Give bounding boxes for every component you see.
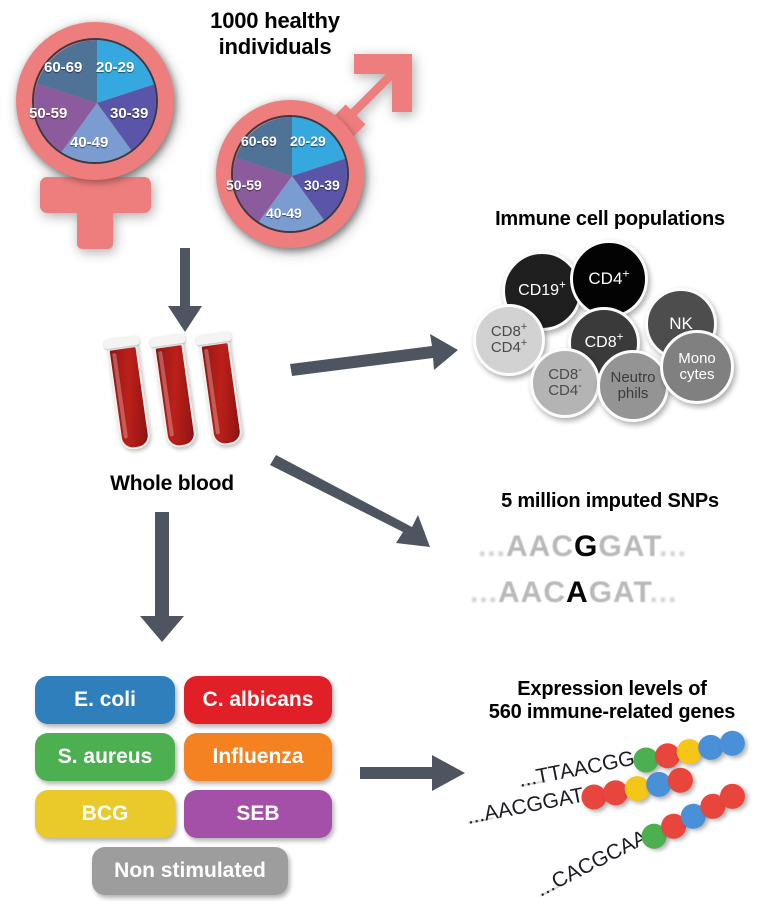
- cohort-title: 1000 healthy individuals: [210, 8, 340, 59]
- stimulus-e--coli[interactable]: E. coli: [35, 676, 175, 724]
- stimulus-bcg[interactable]: BCG: [35, 790, 175, 838]
- male-label-30-39: 30-39: [304, 177, 340, 193]
- immune-cell-cd8cd4[interactable]: CD8+ CD4+: [473, 304, 545, 376]
- immune-cell-cd4[interactable]: CD4+: [570, 240, 648, 318]
- female-label-40-49: 40-49: [70, 134, 109, 151]
- snp-allele: G: [574, 530, 599, 563]
- expression-title-line1: Expression levels of: [517, 678, 707, 700]
- snps-title: 5 million imputed SNPs: [501, 490, 719, 512]
- male-pie-slices: [233, 117, 347, 231]
- arrow-blood-to-snps: [270, 455, 430, 547]
- immune-cell-label: Neutro phils: [610, 369, 656, 402]
- female-stem-horizontal: [40, 177, 151, 213]
- immune-cell-title: Immune cell populations: [495, 208, 725, 230]
- pie-slice-60-69: [235, 117, 292, 176]
- stimulus-label: E. coli: [74, 688, 136, 711]
- female-label-60-69: 60-69: [44, 59, 83, 76]
- female-label-30-39: 30-39: [110, 105, 149, 122]
- stimulus-label: BCG: [81, 802, 129, 825]
- snp-sequences: ...AACGGAT... ...AACAGAT...: [470, 530, 760, 620]
- stimulus-label: Influenza: [212, 745, 304, 768]
- pie-slice-40-49: [257, 176, 327, 231]
- pie-slice-20-29: [292, 117, 347, 176]
- pie-slice-60-69: [37, 40, 97, 103]
- immune-cell-label: CD8+: [584, 331, 624, 351]
- immune-cell-label: CD19+: [518, 279, 566, 299]
- blood-tubes: [100, 330, 250, 460]
- stimulus-label: C. albicans: [202, 688, 314, 711]
- immune-cell-label: CD4+: [588, 266, 630, 289]
- arrow-cohort-to-blood: [168, 248, 202, 332]
- stimulus-s--aureus[interactable]: S. aureus: [35, 733, 175, 781]
- snp-pre: AAC: [498, 576, 567, 609]
- blood-tube: [149, 333, 198, 449]
- immune-cell-label: CD8+ CD4+: [490, 321, 528, 356]
- male-symbol: 60-69 20-29 50-59 30-39 40-49: [208, 38, 423, 248]
- snp-suffix: ...: [659, 530, 688, 563]
- pie-slice-30-39: [97, 83, 156, 154]
- strand-sequence: ...CACGCAA: [532, 826, 652, 902]
- arrow-blood-to-immune: [290, 334, 458, 376]
- immune-cell-neutrophils[interactable]: Neutro phils: [597, 350, 669, 422]
- immune-cell-label: Mono cytes: [678, 350, 716, 383]
- pie-slice-50-59: [34, 83, 97, 154]
- male-pie-svg: [233, 117, 347, 231]
- expression-title-line2: 560 immune-related genes: [488, 701, 736, 724]
- snp-allele: A: [566, 576, 589, 609]
- strand-bead-blue: [717, 728, 747, 758]
- whole-blood-label: Whole blood: [110, 472, 234, 495]
- immune-cell-monocytes[interactable]: Mono cytes: [660, 330, 734, 404]
- pie-slice-40-49: [59, 103, 135, 162]
- blood-tube: [103, 335, 152, 451]
- arrow-stimuli-to-expression: [360, 755, 465, 791]
- snp-suffix: ...: [649, 576, 678, 609]
- pie-slice-30-39: [292, 158, 347, 224]
- snp-prefix: ...: [478, 530, 507, 563]
- male-age-pie: [231, 115, 349, 233]
- blood-tube: [195, 331, 244, 447]
- snp-post: GAT: [588, 576, 650, 609]
- female-pie-slices: [34, 40, 156, 162]
- stimulus-label: S. aureus: [57, 745, 153, 768]
- female-symbol: 60-69 20-29 50-59 30-39 40-49: [8, 14, 183, 249]
- immune-cell-label: NK: [669, 314, 693, 334]
- stimulus-label: Non stimulated: [114, 859, 266, 882]
- stimulus-seb[interactable]: SEB: [184, 790, 332, 838]
- stimulus-label: SEB: [236, 802, 280, 825]
- male-label-40-49: 40-49: [266, 205, 302, 221]
- female-pie-svg: [34, 40, 156, 162]
- arrow-blood-to-stimuli: [140, 512, 184, 642]
- immune-cell-cd8cd4[interactable]: CD8- CD4-: [530, 348, 600, 418]
- female-label-20-29: 20-29: [96, 59, 135, 76]
- male-label-50-59: 50-59: [226, 177, 262, 193]
- snp-pre: AAC: [506, 530, 575, 563]
- snp-post: GAT: [598, 530, 660, 563]
- expression-title: Expression levels of 560 immune-related …: [462, 678, 762, 724]
- stimulus-influenza[interactable]: Influenza: [184, 733, 332, 781]
- stimulus-c--albicans[interactable]: C. albicans: [184, 676, 332, 724]
- female-label-50-59: 50-59: [29, 105, 68, 122]
- snp-row: ...AACGGAT...: [478, 530, 687, 564]
- immune-cell-label: CD8- CD4-: [548, 364, 582, 399]
- male-label-20-29: 20-29: [290, 133, 326, 149]
- strand-bead-red: [665, 765, 695, 795]
- pie-slice-50-59: [233, 157, 292, 224]
- snp-prefix: ...: [470, 576, 499, 609]
- female-age-pie: [32, 38, 158, 164]
- male-label-60-69: 60-69: [241, 133, 277, 149]
- pie-slice-20-29: [97, 40, 156, 103]
- stimulus-non-stimulated[interactable]: Non stimulated: [92, 847, 288, 895]
- snp-row: ...AACAGAT...: [470, 576, 677, 610]
